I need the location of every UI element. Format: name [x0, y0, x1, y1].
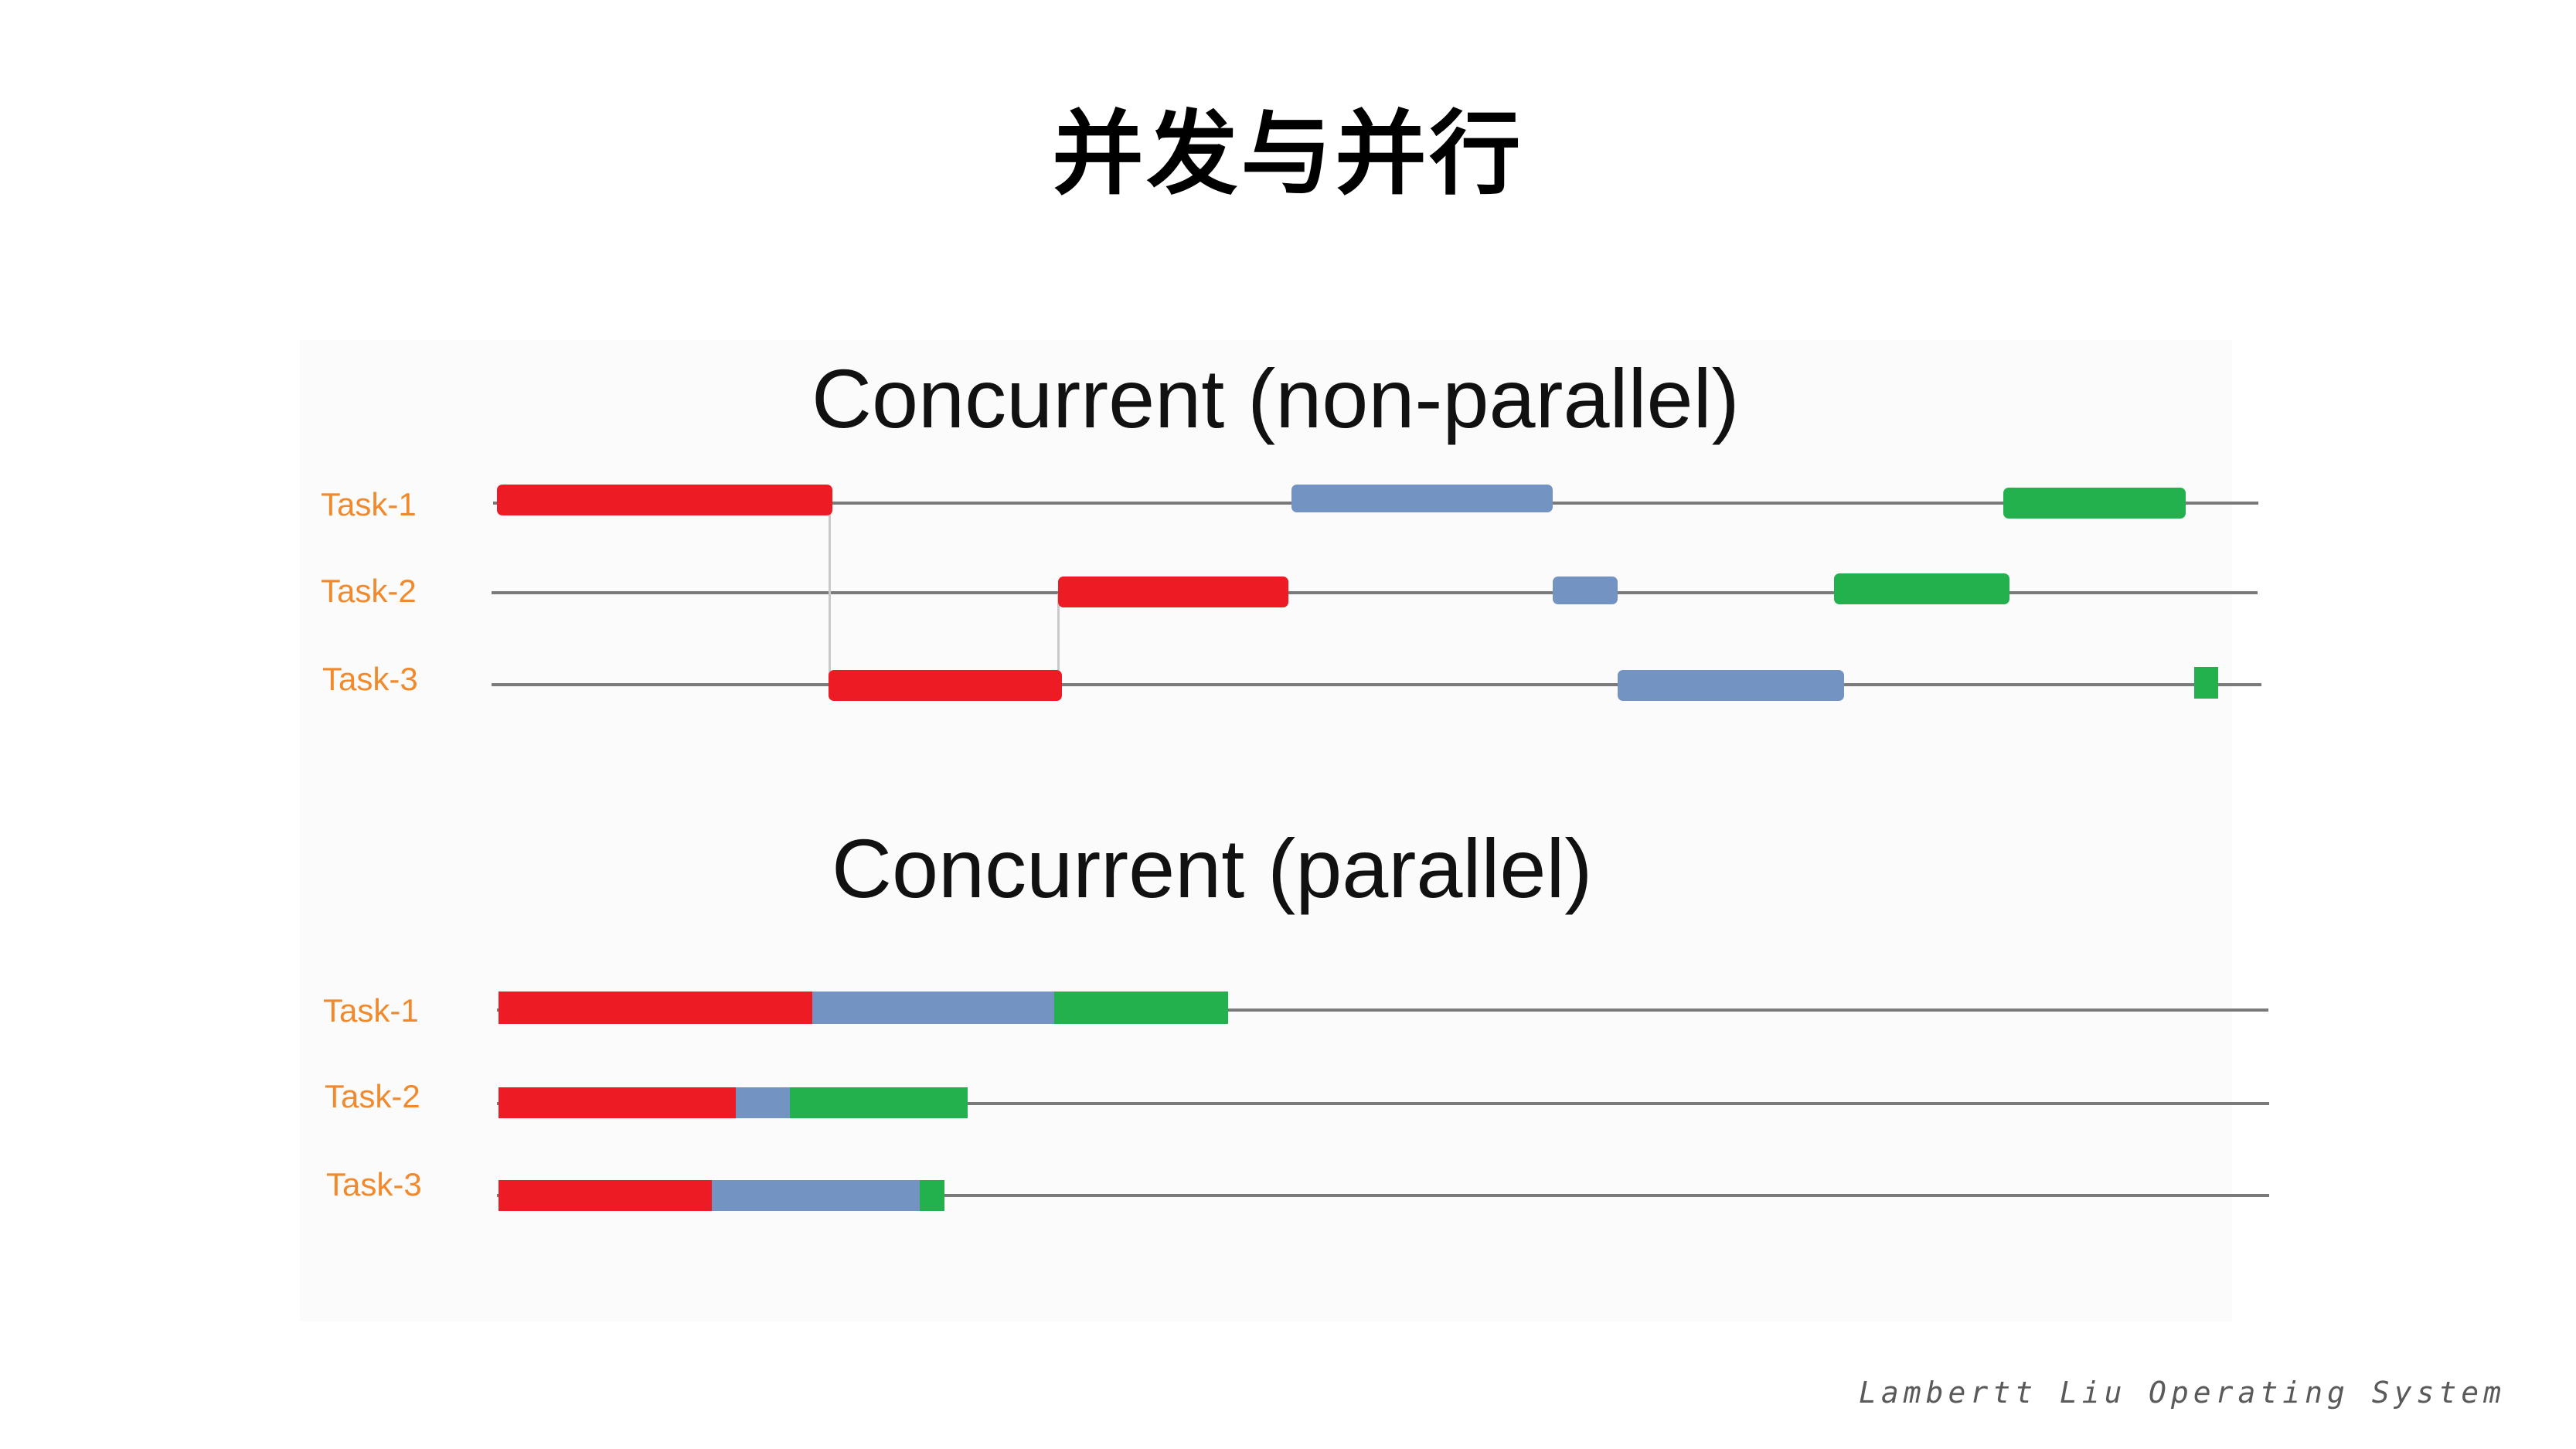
segment-p-task1-red	[499, 992, 812, 1024]
segment-p-task3-blue	[712, 1180, 920, 1211]
segment-p-task1-green	[1054, 992, 1228, 1024]
timeline-np-task-2	[492, 591, 2258, 594]
segment-np-task3-green	[2194, 667, 2218, 699]
timeline-p-task-2	[497, 1102, 2269, 1105]
segment-np-task2-red	[1058, 577, 1288, 607]
task-label-np-2: Task-2	[321, 573, 417, 609]
switch-connector-2	[1057, 594, 1060, 682]
segment-np-task1-blue	[1291, 485, 1553, 512]
section-title-parallel: Concurrent (parallel)	[832, 821, 1593, 915]
segment-np-task3-red	[829, 670, 1062, 701]
footer-course: Operating System	[2149, 1376, 2506, 1410]
footer-author: Lambertt Liu	[1859, 1376, 2127, 1410]
task-label-p-3: Task-3	[326, 1166, 422, 1202]
timeline-np-task-3	[492, 683, 2261, 686]
segment-p-task1-blue	[812, 992, 1054, 1024]
segment-np-task2-blue	[1553, 577, 1618, 604]
timeline-p-task-3	[497, 1194, 2269, 1197]
segment-np-task3-blue	[1618, 670, 1844, 701]
segment-p-task2-blue	[736, 1087, 790, 1118]
switch-connector-1	[829, 502, 831, 692]
segment-p-task2-red	[499, 1087, 736, 1118]
segment-p-task3-green	[920, 1180, 944, 1211]
task-label-p-2: Task-2	[325, 1078, 420, 1114]
segment-p-task3-red	[499, 1180, 712, 1211]
task-label-np-3: Task-3	[322, 661, 418, 697]
section-title-non-parallel: Concurrent (non-parallel)	[812, 352, 1740, 445]
slide-title: 并发与并行	[1052, 100, 1524, 207]
timeline-p-task-1	[497, 1009, 2268, 1012]
segment-p-task2-green	[790, 1087, 968, 1118]
segment-np-task1-red	[497, 485, 832, 515]
segment-np-task1-green	[2003, 488, 2186, 519]
task-label-np-1: Task-1	[321, 486, 417, 522]
task-label-p-1: Task-1	[323, 992, 419, 1029]
segment-np-task2-green	[1834, 573, 2009, 604]
